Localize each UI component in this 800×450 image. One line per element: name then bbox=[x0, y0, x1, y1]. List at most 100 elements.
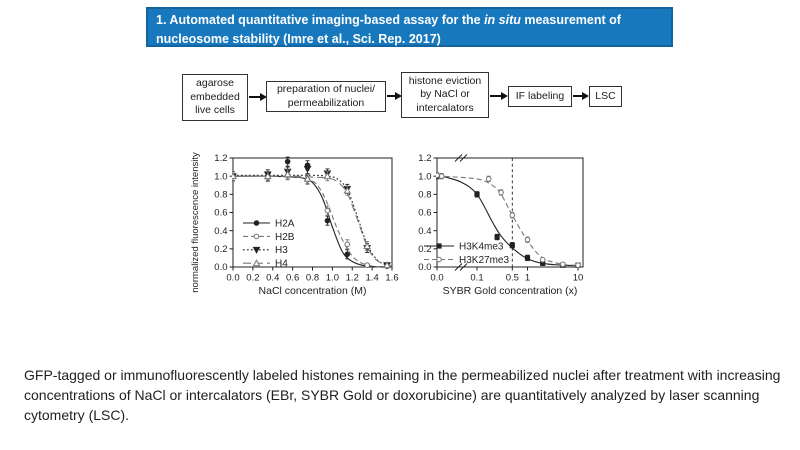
filled-square-marker-icon bbox=[474, 191, 480, 197]
legend-entry-H2B: H2B bbox=[243, 232, 295, 243]
axis-break-icon bbox=[454, 154, 463, 162]
series-H4 bbox=[232, 169, 393, 269]
filled-triangle-down-marker-icon bbox=[252, 246, 261, 254]
legend-entry-H3K4me3: H3K4me3 bbox=[424, 241, 504, 252]
legend-label: H3K27me3 bbox=[459, 255, 509, 266]
x-tick-label: 0.1 bbox=[470, 273, 483, 284]
x-tick-label: 10 bbox=[573, 273, 584, 284]
open-circle-marker-icon bbox=[559, 261, 566, 268]
filled-circle-marker-icon bbox=[253, 220, 260, 226]
y-tick-label: 1.2 bbox=[418, 153, 431, 164]
filled-square-marker-icon bbox=[494, 234, 500, 240]
slide-title-line2: nucleosome stability (Imre et al., Sci. … bbox=[156, 31, 441, 46]
open-circle-marker-icon bbox=[575, 262, 581, 268]
nacl-titration-chart: 0.0 0.2 0.4 0.6 0.8 1.0 1.2 1.4 1.6 0.0 0.2 0.4 0.6 0… bbox=[190, 152, 399, 297]
open-circle-marker-icon bbox=[324, 207, 331, 214]
series-H3K27me3 bbox=[436, 172, 581, 268]
open-triangle-up-marker-icon bbox=[383, 261, 391, 269]
open-triangle-up-marker-icon bbox=[252, 259, 261, 267]
y-tick-label: 0.4 bbox=[418, 226, 431, 237]
open-triangle-up-marker-icon bbox=[343, 186, 352, 194]
open-circle-marker-icon bbox=[498, 189, 504, 196]
legend-entry-H2A: H2A bbox=[243, 218, 295, 229]
y-axis-label: normalized fluorescence intensity bbox=[190, 152, 201, 293]
open-circle-marker-icon bbox=[364, 262, 370, 268]
series-H2B bbox=[232, 170, 393, 269]
flow-arrow-icon bbox=[490, 92, 508, 100]
open-triangle-up-marker-icon bbox=[303, 174, 312, 182]
legend-label: H3K4me3 bbox=[459, 241, 504, 252]
axis-break-icon bbox=[454, 263, 463, 271]
x-tick-label: 1.4 bbox=[366, 273, 379, 284]
y-tick-label: 0.6 bbox=[214, 208, 227, 219]
legend-label: H3 bbox=[275, 245, 288, 256]
open-triangle-up-marker-icon bbox=[232, 172, 237, 180]
legend-entry-H3K27me3: H3K27me3 bbox=[424, 255, 509, 266]
axis-break-icon bbox=[459, 154, 468, 162]
x-tick-label: 0.0 bbox=[226, 273, 239, 284]
open-triangle-up-marker-icon bbox=[363, 242, 372, 250]
flow-arrow-icon bbox=[249, 93, 267, 101]
flow-step-if-labeling: IF labeling bbox=[508, 86, 572, 107]
x-tick-label: 1 bbox=[525, 273, 530, 284]
legend-label: H4 bbox=[275, 259, 288, 270]
x-tick-label: 0.8 bbox=[306, 273, 319, 284]
series-H3K4me3 bbox=[436, 172, 581, 268]
legend-label: H2A bbox=[275, 218, 295, 229]
x-tick-label: 0.6 bbox=[286, 273, 299, 284]
y-tick-label: 0.0 bbox=[418, 262, 431, 273]
sybr-gold-titration-chart: 0.0 0.1 0.5 1 10 0.0 0.2 0.4 0.6 0.8 1.0 1.2 H3K4me3… bbox=[418, 153, 584, 297]
open-triangle-up-marker-icon bbox=[323, 172, 332, 180]
y-tick-label: 0.2 bbox=[214, 244, 227, 255]
fit-curve bbox=[436, 174, 579, 266]
fit-curve bbox=[436, 175, 579, 267]
x-tick-label: 0.2 bbox=[246, 273, 259, 284]
y-tick-label: 0.4 bbox=[214, 226, 227, 237]
slide-title-line1: 1. Automated quantitative imaging-based … bbox=[156, 13, 621, 27]
open-circle-marker-icon bbox=[485, 176, 492, 182]
open-circle-marker-icon bbox=[436, 172, 440, 179]
open-circle-marker-icon bbox=[524, 236, 531, 243]
x-tick-label: 0.4 bbox=[266, 273, 279, 284]
y-tick-label: 1.0 bbox=[214, 171, 227, 182]
filled-circle-marker-icon bbox=[344, 251, 351, 258]
y-tick-label: 0.8 bbox=[214, 190, 227, 201]
open-triangle-up-marker-icon bbox=[283, 170, 292, 178]
y-tick-label: 0.8 bbox=[418, 190, 431, 201]
flow-step-nuclei-preparation: preparation of nuclei/ permeabilization bbox=[266, 81, 386, 112]
filled-circle-marker-icon bbox=[324, 217, 331, 224]
open-circle-marker-icon bbox=[344, 241, 351, 248]
x-tick-label: 1.6 bbox=[385, 273, 398, 284]
legend-entry-H4: H4 bbox=[243, 259, 288, 270]
title-banner: 1. Automated quantitative imaging-based … bbox=[146, 7, 673, 47]
legend-entry-H3: H3 bbox=[243, 245, 288, 256]
x-tick-label: 0.0 bbox=[430, 273, 443, 284]
open-circle-marker-icon bbox=[539, 256, 546, 263]
filled-square-marker-icon bbox=[436, 243, 442, 249]
flow-step-histone-eviction: histone eviction by NaCl or intercalator… bbox=[401, 72, 489, 118]
flow-arrow-icon bbox=[573, 92, 589, 100]
open-circle-marker-icon bbox=[436, 256, 442, 263]
series-H2A bbox=[232, 156, 393, 269]
caption-text: GFP-tagged or immunofluorescently labele… bbox=[24, 367, 781, 423]
flow-step-agarose-cells: agarose embedded live cells bbox=[182, 74, 248, 121]
flow-arrow-icon bbox=[387, 92, 402, 100]
x-tick-label: 1.0 bbox=[326, 273, 339, 284]
open-circle-marker-icon bbox=[438, 173, 445, 179]
fit-curve bbox=[232, 175, 393, 267]
y-tick-label: 1.0 bbox=[418, 171, 431, 182]
y-tick-label: 0.2 bbox=[418, 244, 431, 255]
x-axis-label: NaCl concentration (M) bbox=[259, 285, 367, 297]
legend-label: H2B bbox=[275, 232, 295, 243]
open-circle-marker-icon bbox=[509, 212, 516, 219]
axis-break-icon bbox=[459, 263, 468, 271]
y-tick-label: 0.6 bbox=[418, 208, 431, 219]
filled-square-marker-icon bbox=[509, 242, 515, 248]
x-axis-label: SYBR Gold concentration (x) bbox=[443, 285, 578, 297]
filled-circle-marker-icon bbox=[284, 158, 291, 165]
flow-step-lsc: LSC bbox=[589, 86, 622, 107]
x-tick-label: 0.5 bbox=[506, 273, 519, 284]
title-italic-phrase: in situ bbox=[484, 13, 521, 27]
x-tick-label: 1.2 bbox=[346, 273, 359, 284]
